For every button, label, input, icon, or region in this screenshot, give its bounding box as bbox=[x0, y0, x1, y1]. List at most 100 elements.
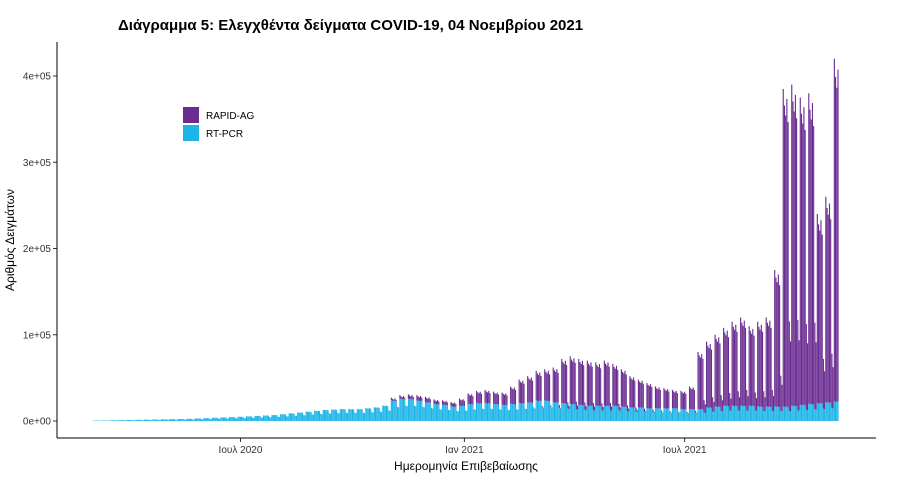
bar-rapid-ag bbox=[774, 270, 776, 407]
bar-rt-pcr bbox=[183, 419, 186, 421]
bar-rt-pcr bbox=[788, 410, 790, 421]
bar-rt-pcr bbox=[295, 415, 298, 421]
bar-rapid-ag bbox=[692, 387, 694, 410]
bar-rt-pcr bbox=[517, 409, 519, 421]
bar-rapid-ag bbox=[748, 326, 750, 406]
bar-rapid-ag bbox=[660, 410, 663, 413]
bar-rapid-ag bbox=[676, 393, 678, 409]
bar-rt-pcr bbox=[511, 404, 513, 421]
bar-rapid-ag bbox=[558, 404, 560, 408]
bar-rt-pcr bbox=[613, 405, 615, 421]
bar-rapid-ag bbox=[657, 389, 659, 409]
bar-rapid-ag bbox=[648, 386, 650, 409]
bar-rapid-ag bbox=[719, 343, 721, 407]
bar-rt-pcr bbox=[238, 416, 240, 421]
bar-rt-pcr bbox=[802, 405, 804, 421]
bar-rt-pcr bbox=[154, 419, 156, 421]
bar-rapid-ag bbox=[772, 396, 775, 412]
bar-rt-pcr bbox=[451, 406, 453, 421]
bar-rapid-ag bbox=[553, 370, 556, 403]
bar-rt-pcr bbox=[468, 404, 470, 421]
bar-rt-pcr bbox=[430, 408, 433, 421]
bar-rt-pcr bbox=[342, 409, 344, 421]
bar-rt-pcr bbox=[354, 412, 356, 421]
bar-rapid-ag bbox=[799, 97, 801, 405]
bar-rt-pcr bbox=[426, 402, 428, 421]
bar-rt-pcr bbox=[570, 404, 573, 421]
bar-rapid-ag bbox=[835, 76, 837, 402]
bar-rt-pcr bbox=[488, 403, 490, 421]
bar-rapid-ag bbox=[631, 379, 633, 408]
bar-rapid-ag bbox=[701, 354, 703, 410]
bar-rapid-ag bbox=[802, 123, 804, 406]
bar-rt-pcr bbox=[325, 410, 327, 421]
bar-rt-pcr bbox=[824, 409, 826, 421]
bar-rt-pcr bbox=[416, 400, 418, 421]
bar-rapid-ag bbox=[740, 317, 742, 406]
bar-rt-pcr bbox=[267, 415, 270, 421]
bar-rapid-ag bbox=[563, 363, 565, 404]
bar-rapid-ag bbox=[786, 98, 788, 407]
bar-rapid-ag bbox=[617, 369, 619, 407]
bar-rapid-ag bbox=[428, 397, 430, 403]
bar-rt-pcr bbox=[263, 415, 265, 421]
bar-rt-pcr bbox=[793, 406, 795, 421]
bar-rt-pcr bbox=[618, 410, 620, 421]
bar-rapid-ag bbox=[836, 87, 838, 402]
bar-rt-pcr bbox=[152, 419, 154, 421]
bar-rt-pcr bbox=[225, 417, 227, 421]
bar-rt-pcr bbox=[681, 409, 683, 421]
bar-rt-pcr bbox=[594, 410, 596, 421]
bar-rt-pcr bbox=[273, 415, 276, 421]
bar-rt-pcr bbox=[329, 413, 332, 421]
bar-rapid-ag bbox=[455, 403, 457, 407]
bar-rt-pcr bbox=[429, 402, 431, 421]
bar-rt-pcr bbox=[422, 406, 424, 421]
bar-rt-pcr bbox=[326, 409, 328, 421]
bar-rt-pcr bbox=[805, 409, 807, 421]
bar-rt-pcr bbox=[433, 403, 435, 421]
bar-rt-pcr bbox=[392, 400, 394, 421]
bar-rapid-ag bbox=[765, 317, 767, 407]
bar-rapid-ag bbox=[754, 392, 756, 411]
bar-rt-pcr bbox=[569, 403, 571, 421]
bar-rapid-ag bbox=[709, 344, 711, 408]
bar-rapid-ag bbox=[769, 320, 771, 407]
bar-rt-pcr bbox=[385, 405, 388, 421]
bar-rt-pcr bbox=[374, 407, 377, 421]
bar-rapid-ag bbox=[547, 370, 549, 401]
bar-rt-pcr bbox=[260, 417, 262, 421]
bar-rapid-ag bbox=[488, 390, 490, 404]
bar-rapid-ag bbox=[597, 367, 599, 407]
bar-rapid-ag bbox=[545, 371, 547, 401]
bar-rt-pcr bbox=[497, 404, 500, 421]
bar-rapid-ag bbox=[580, 363, 582, 406]
bar-rt-pcr bbox=[598, 405, 601, 421]
bar-rt-pcr bbox=[814, 409, 816, 421]
bar-rt-pcr bbox=[103, 420, 105, 421]
bar-rapid-ag bbox=[628, 408, 630, 412]
bar-rt-pcr bbox=[821, 403, 823, 421]
bar-rt-pcr bbox=[406, 406, 408, 421]
bar-rt-pcr bbox=[473, 409, 475, 421]
bar-rt-pcr bbox=[472, 404, 474, 421]
bar-rt-pcr bbox=[539, 400, 541, 421]
bar-rt-pcr bbox=[483, 409, 485, 421]
bar-rt-pcr bbox=[239, 416, 242, 421]
bar-rt-pcr bbox=[336, 409, 338, 421]
bar-rt-pcr bbox=[169, 419, 171, 421]
bar-rapid-ag bbox=[775, 277, 777, 407]
bar-rt-pcr bbox=[356, 408, 358, 421]
bar-rt-pcr bbox=[457, 411, 459, 421]
bar-rapid-ag bbox=[420, 395, 422, 401]
bar-rapid-ag bbox=[760, 324, 762, 407]
bar-rt-pcr bbox=[549, 401, 551, 421]
bar-rapid-ag bbox=[557, 372, 559, 403]
bar-rapid-ag bbox=[539, 372, 541, 401]
bar-rapid-ag bbox=[826, 207, 828, 403]
bar-rapid-ag bbox=[484, 389, 486, 403]
legend-label-rt-pcr: RT-PCR bbox=[206, 129, 243, 140]
bar-rt-pcr bbox=[477, 403, 479, 421]
bar-rt-pcr bbox=[417, 400, 419, 421]
bar-rt-pcr bbox=[629, 407, 631, 421]
